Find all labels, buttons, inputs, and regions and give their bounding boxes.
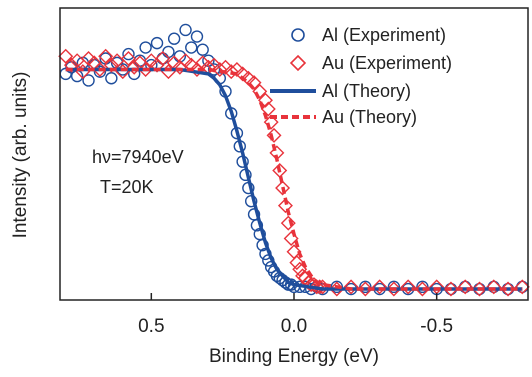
- data-point-al-experiment: [190, 30, 204, 43]
- legend-label-au-theory: Au (Theory): [322, 107, 417, 127]
- y-axis-label: Intensity (arb. units): [10, 72, 31, 239]
- data-point-al-experiment: [459, 280, 472, 294]
- legend-circle-marker: [291, 28, 305, 42]
- data-point-au-experiment: [275, 180, 291, 196]
- data-point-au-experiment: [103, 57, 119, 73]
- data-point-al-experiment: [416, 280, 429, 294]
- x-axis-label: Binding Energy (eV): [209, 346, 379, 367]
- legend-entry-au-theory: Au (Theory): [270, 107, 417, 127]
- data-point-au-experiment: [212, 61, 228, 77]
- data-point-al-experiment: [250, 219, 264, 232]
- data-point-au-experiment: [98, 48, 114, 64]
- data-point-au-experiment: [155, 51, 171, 66]
- data-point-au-experiment: [414, 281, 430, 297]
- series-au-experiment: [58, 48, 530, 297]
- data-point-au-experiment: [81, 51, 97, 66]
- data-point-au-experiment: [486, 279, 502, 295]
- annotation-photon-energy: hν=7940eV: [92, 147, 184, 167]
- legend-label-al-theory: Al (Theory): [322, 81, 411, 101]
- legend-entry-al-theory: Al (Theory): [270, 81, 411, 101]
- data-point-au-experiment: [126, 59, 142, 75]
- data-point-au-experiment: [457, 279, 473, 295]
- data-point-au-experiment: [138, 61, 154, 77]
- data-point-au-experiment: [266, 127, 282, 143]
- data-point-au-experiment: [58, 48, 74, 64]
- data-point-au-experiment: [357, 281, 373, 297]
- data-point-al-experiment: [105, 72, 118, 85]
- data-point-al-experiment: [139, 41, 152, 54]
- data-point-al-experiment: [156, 52, 169, 65]
- data-point-au-experiment: [500, 281, 516, 297]
- legend: Al (Experiment) Au (Experiment) Al (Theo…: [270, 25, 452, 127]
- x-tick-label: 0.5: [138, 316, 164, 337]
- legend-label-al-experiment: Al (Experiment): [322, 25, 446, 45]
- data-point-au-experiment: [120, 51, 136, 66]
- legend-entry-al-experiment: Al (Experiment): [291, 25, 446, 45]
- data-point-al-experiment: [167, 32, 181, 45]
- data-point-au-experiment: [246, 75, 262, 91]
- data-point-au-experiment: [443, 281, 459, 297]
- data-point-au-experiment: [229, 61, 245, 77]
- annotation-temperature: T=20K: [100, 177, 154, 197]
- data-point-au-experiment: [277, 198, 293, 214]
- data-point-au-experiment: [178, 53, 194, 69]
- data-point-au-experiment: [252, 83, 268, 99]
- data-point-al-experiment: [359, 280, 372, 294]
- legend-label-au-experiment: Au (Experiment): [322, 53, 452, 73]
- data-point-au-experiment: [400, 279, 416, 295]
- data-point-au-experiment: [372, 279, 388, 295]
- x-tick-label: 0.0: [281, 316, 307, 337]
- data-point-al-experiment: [150, 36, 164, 50]
- data-point-au-experiment: [289, 255, 305, 271]
- data-point-al-experiment: [207, 63, 221, 76]
- legend-diamond-marker: [289, 54, 307, 72]
- chart-marks: [58, 23, 530, 297]
- data-point-au-experiment: [514, 279, 530, 295]
- data-point-au-experiment: [280, 215, 296, 231]
- data-point-au-experiment: [343, 279, 359, 295]
- data-point-au-experiment: [309, 279, 325, 295]
- data-point-au-experiment: [223, 64, 239, 80]
- data-point-al-experiment: [330, 280, 344, 294]
- data-point-au-experiment: [63, 57, 79, 73]
- data-point-al-experiment: [179, 23, 192, 37]
- data-point-au-experiment: [471, 281, 487, 297]
- data-point-au-experiment: [92, 61, 108, 77]
- data-point-al-experiment: [185, 41, 198, 54]
- series-line-au-theory: [65, 67, 523, 291]
- data-point-au-experiment: [295, 268, 311, 284]
- data-point-al-experiment: [487, 280, 500, 294]
- data-point-au-experiment: [386, 281, 402, 297]
- legend-entry-au-experiment: Au (Experiment): [289, 53, 452, 73]
- data-point-al-experiment: [196, 43, 209, 56]
- data-point-al-experiment: [122, 47, 135, 61]
- x-tick-label: -0.5: [420, 316, 453, 337]
- data-point-au-experiment: [257, 92, 273, 108]
- x-axis-ticks: 0.5 0.0 -0.5: [138, 293, 453, 337]
- data-point-al-experiment: [93, 65, 107, 78]
- data-point-al-experiment: [387, 280, 401, 294]
- data-point-al-experiment: [82, 74, 95, 87]
- data-point-au-experiment: [263, 114, 279, 130]
- data-point-al-experiment: [162, 45, 175, 59]
